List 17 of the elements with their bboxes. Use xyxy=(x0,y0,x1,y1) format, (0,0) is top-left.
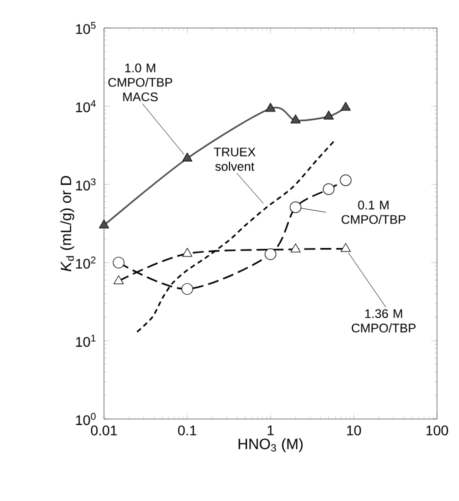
x-tick-label: 1 xyxy=(268,426,274,436)
annotation: TRUEX solvent xyxy=(214,148,256,171)
x-tick-label: 0.01 xyxy=(90,426,117,436)
x-axis-title: HNO$_{3}$ (M) xyxy=(238,438,303,452)
x-tick-label: 10 xyxy=(347,426,361,436)
y-axis-title: K$_{d}$ (mL/g) or D xyxy=(60,176,74,272)
annotation: 0.1 M CMPO/TBP xyxy=(342,200,406,224)
y-tick-label: 10$^{3}$ xyxy=(76,178,96,190)
x-tick-label: 0.1 xyxy=(178,426,196,436)
y-tick-label: 10$^{1}$ xyxy=(76,334,96,347)
y-tick-label: 10$^{5}$ xyxy=(76,22,96,34)
y-tick-label: 10$^{0}$ xyxy=(76,412,96,426)
y-tick-label: 10$^{4}$ xyxy=(76,100,96,112)
annotation: 1.36 M CMPO/TBP xyxy=(352,309,416,332)
y-tick-label: 10$^{2}$ xyxy=(76,256,96,269)
annotation: 1.0 M CMPO/TBP MACS xyxy=(108,64,172,102)
x-tick-label: 100 xyxy=(426,426,448,436)
